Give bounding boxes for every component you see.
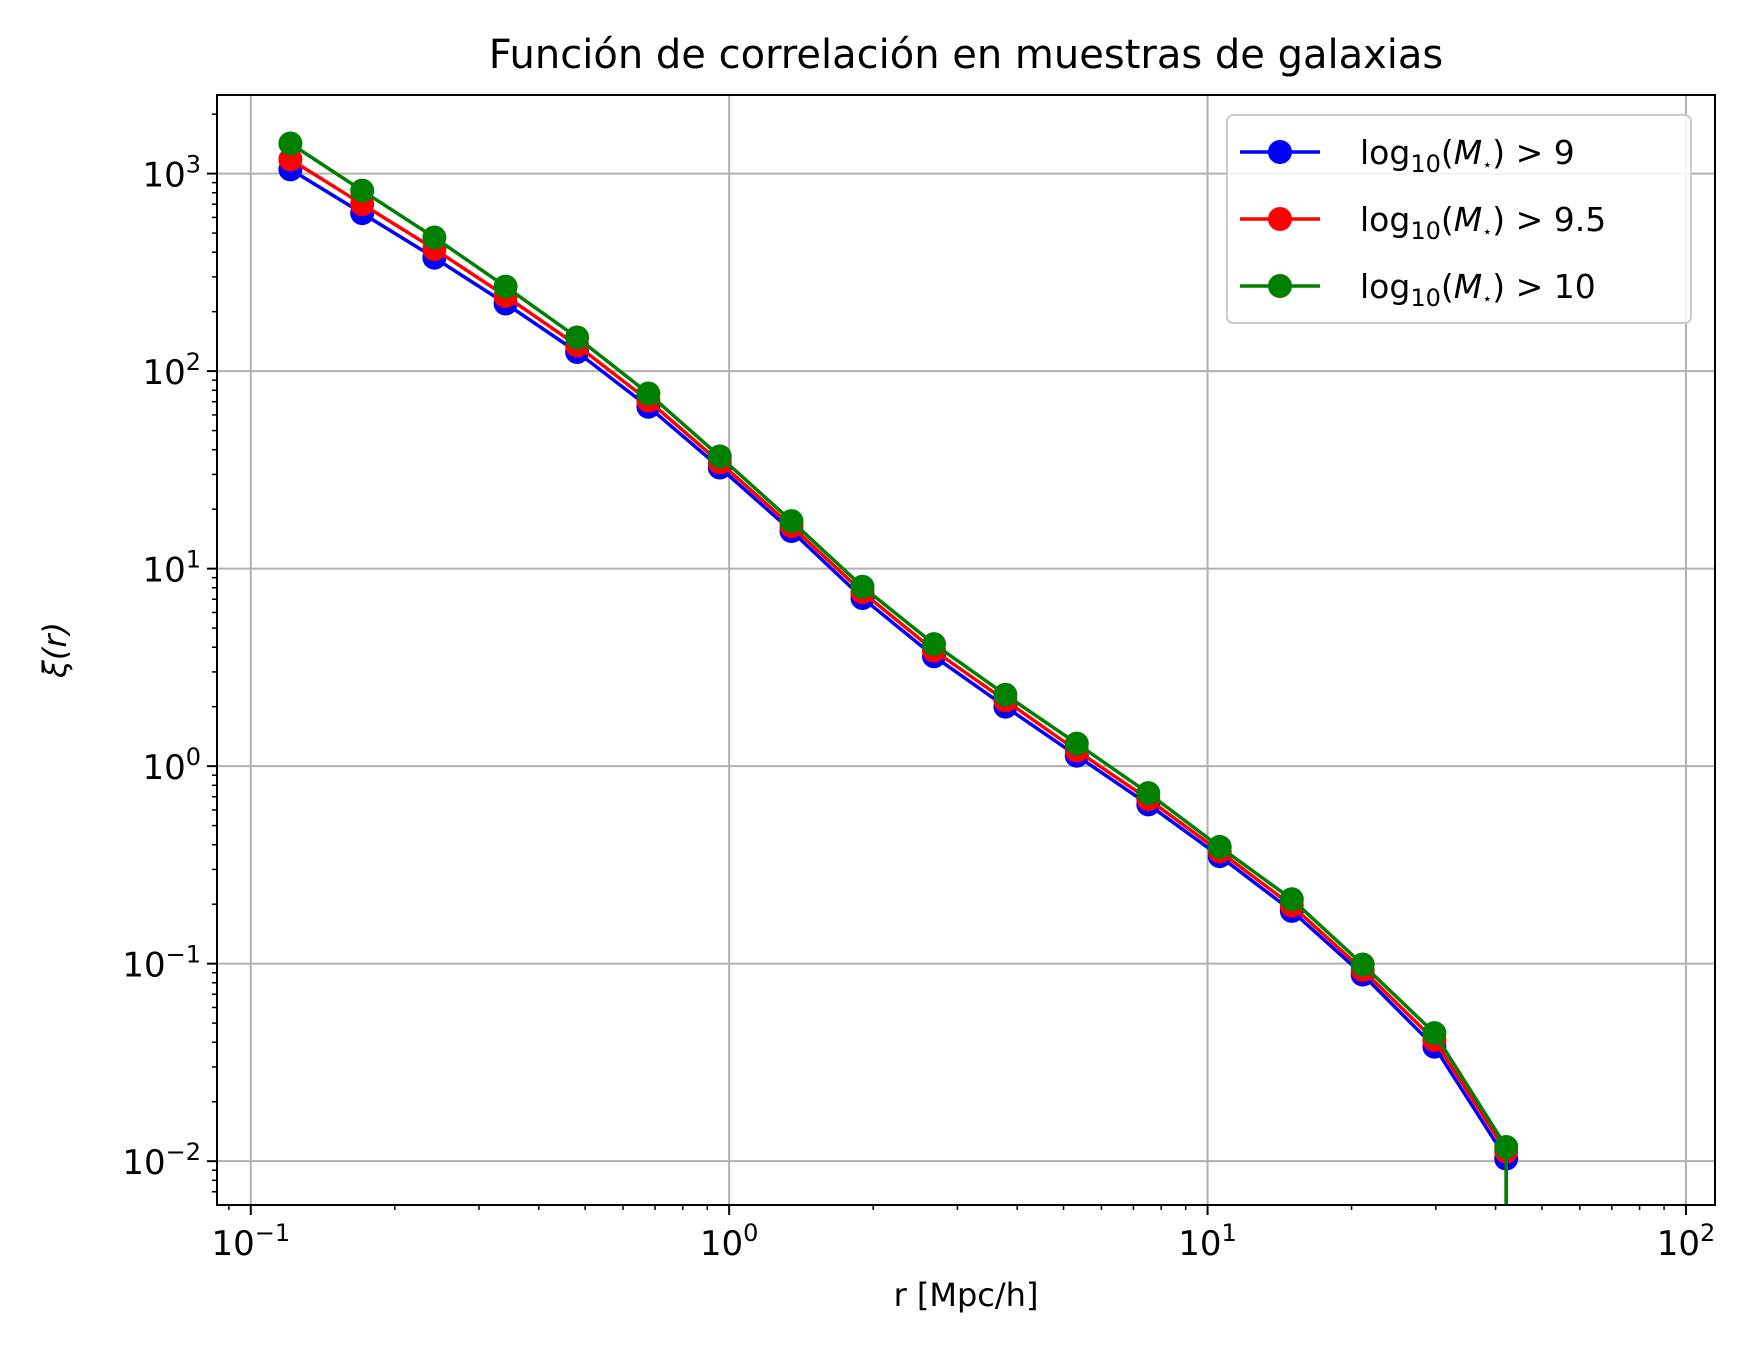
series-marker	[779, 509, 804, 534]
y-tick-label: 102	[142, 348, 201, 393]
series-marker	[1207, 834, 1232, 859]
y-axis-title: ξ(r)	[36, 622, 74, 679]
series-marker	[565, 325, 590, 350]
major-ticks	[207, 172, 1687, 1215]
series-marker	[1136, 781, 1161, 806]
x-tick-label: 101	[1178, 1219, 1237, 1264]
series-marker	[1279, 887, 1304, 912]
y-tick-label: 100	[142, 743, 201, 788]
y-tick-labels: 10−2 10−1 100 101 102 103	[122, 151, 201, 1184]
legend-marker	[1268, 140, 1292, 164]
series-marker	[278, 131, 303, 156]
x-axis-title: r [Mpc/h]	[894, 1276, 1039, 1314]
series-marker	[1064, 731, 1089, 756]
legend: log10(M⋆) > 9 log10(M⋆) > 9.5 log10(M⋆) > …	[1226, 114, 1692, 324]
series-marker	[1494, 1135, 1519, 1159]
y-tick-label: 10−1	[122, 941, 201, 986]
series-group	[278, 131, 1519, 1205]
series-marker	[707, 444, 732, 469]
y-tick-label: 10−2	[122, 1138, 201, 1183]
series-marker	[993, 682, 1018, 707]
series-marker	[350, 178, 375, 203]
series-marker	[1350, 952, 1375, 977]
series-marker	[1422, 1021, 1447, 1046]
x-tick-label: 100	[700, 1219, 759, 1264]
legend-label: log10(M⋆) > 9	[1360, 133, 1575, 178]
x-tick-label: 102	[1657, 1219, 1716, 1264]
series-marker	[493, 274, 518, 299]
legend-marker	[1268, 274, 1292, 298]
legend-label: log10(M⋆) > 9.5	[1360, 200, 1606, 245]
legend-box	[1226, 114, 1692, 324]
legend-entries: log10(M⋆) > 9 log10(M⋆) > 9.5 log10(M⋆) > …	[1240, 133, 1606, 312]
plot-frame	[216, 94, 1716, 1206]
legend-marker	[1268, 207, 1292, 231]
x-tick-labels: 10−1 100 101 102	[211, 1219, 1715, 1264]
x-tick-label: 10−1	[211, 1219, 290, 1264]
series-marker	[850, 574, 875, 599]
y-tick-label: 103	[142, 151, 201, 196]
y-tick-label: 101	[142, 546, 201, 591]
series-layer	[278, 131, 1519, 1205]
legend-label: log10(M⋆) > 10	[1360, 267, 1596, 312]
chart-title: Función de correlación en muestras de ga…	[489, 32, 1444, 78]
series-marker	[636, 381, 661, 406]
series-marker	[922, 632, 946, 657]
series-marker	[422, 225, 447, 250]
